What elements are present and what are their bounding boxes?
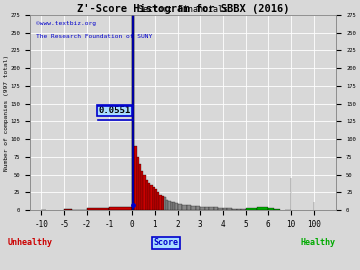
Bar [200,207,205,210]
Text: Healthy: Healthy [300,238,335,247]
Bar [153,187,155,210]
Bar [219,208,223,210]
Bar [109,207,132,210]
Bar [134,146,137,210]
Bar [164,197,166,210]
Bar [148,183,150,210]
Text: Sector: Financials: Sector: Financials [138,5,228,14]
Bar [182,205,186,210]
Bar [132,15,134,210]
Bar [171,202,173,210]
Bar [144,175,146,210]
Bar [214,207,219,210]
Bar [155,189,157,210]
Bar [173,202,175,210]
Bar [177,204,182,210]
Bar [139,164,141,210]
Bar [159,195,162,210]
Bar [257,207,268,210]
Bar [196,206,200,210]
Y-axis label: Number of companies (997 total): Number of companies (997 total) [4,55,9,171]
Bar [209,207,214,210]
Bar [232,209,237,210]
Bar [137,157,139,210]
Bar [175,203,177,210]
Bar [166,200,168,210]
Bar [191,206,196,210]
Bar [186,205,191,210]
Bar [228,208,232,210]
Title: Z'-Score Histogram for SBBX (2016): Z'-Score Histogram for SBBX (2016) [77,4,289,14]
Bar [168,201,171,210]
Bar [64,209,72,210]
Text: ©www.textbiz.org: ©www.textbiz.org [36,21,96,26]
Bar [237,209,241,210]
Text: The Research Foundation of SUNY: The Research Foundation of SUNY [36,35,152,39]
Bar [274,209,280,210]
Bar [132,15,134,210]
Bar [205,207,209,210]
Bar [150,185,153,210]
Bar [146,180,148,210]
Bar [241,209,246,210]
Bar [87,208,109,210]
Bar [246,209,250,210]
Text: Unhealthy: Unhealthy [8,238,53,247]
Bar [157,193,159,210]
Bar [223,208,228,210]
Bar [141,171,144,210]
Bar [268,208,274,210]
Text: 0.0551: 0.0551 [98,106,130,115]
Bar [162,196,164,210]
Bar [246,208,257,210]
Text: Score: Score [154,238,179,247]
